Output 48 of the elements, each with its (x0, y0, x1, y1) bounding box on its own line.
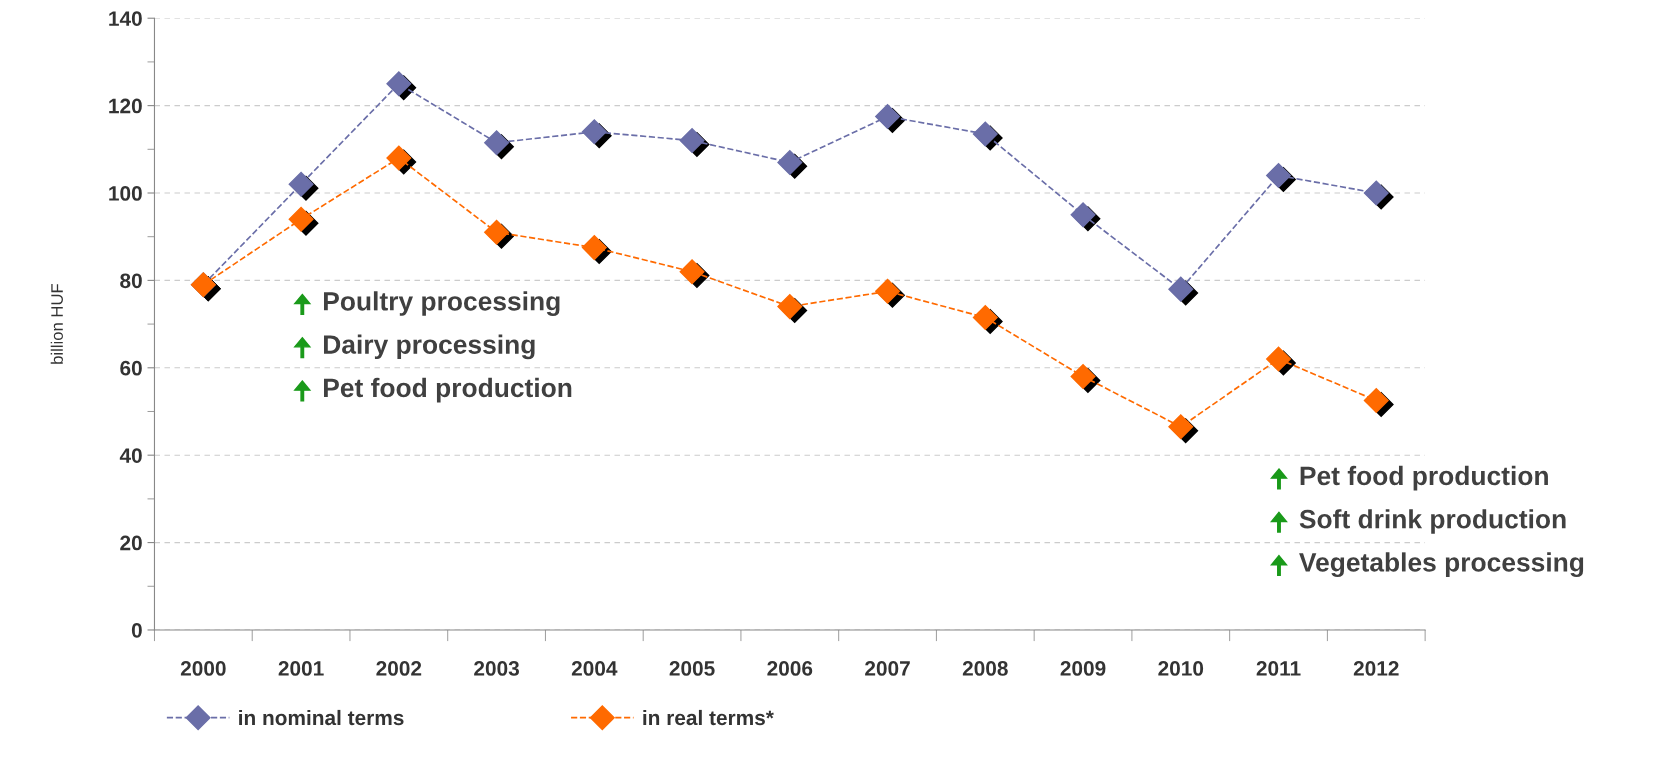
x-tick-label: 2010 (1158, 661, 1204, 676)
legend-label: in real terms* (643, 709, 774, 726)
point (1168, 276, 1194, 302)
y-tick-label: 100 (109, 186, 142, 201)
point (386, 71, 412, 97)
y-tick-label: 120 (109, 98, 142, 114)
x-tick-label: 2011 (1256, 661, 1301, 676)
x-tick-label: 2008 (962, 661, 1008, 676)
point (1363, 388, 1389, 414)
x-tick-label: 2006 (767, 661, 813, 676)
annotation: Dairy processing (324, 334, 535, 360)
point (777, 294, 803, 320)
point (1070, 364, 1096, 390)
point (288, 171, 314, 197)
point (972, 305, 998, 331)
point (581, 235, 607, 261)
y-tick-label: 140 (109, 11, 142, 26)
x-tick-label: 2000 (180, 661, 226, 676)
point (679, 128, 705, 154)
x-tick-label: 2004 (571, 661, 618, 676)
point (972, 121, 998, 147)
y-tick-label: 80 (120, 273, 142, 289)
legend-label: in nominal terms (239, 709, 404, 726)
y-tick-label: 20 (120, 535, 142, 551)
point (679, 259, 705, 285)
x-tick-label: 2007 (865, 661, 910, 676)
y-tick-label: 40 (119, 448, 142, 463)
y-tick-label: 60 (120, 360, 142, 376)
annotation: Poultry processing (324, 291, 560, 316)
point (288, 206, 314, 232)
annotation: Pet food production (324, 377, 572, 403)
point (1070, 202, 1096, 228)
y-tick-label: 0 (131, 622, 142, 638)
annotation: Pet food production (1300, 465, 1548, 491)
point (1168, 414, 1194, 440)
x-tick-label: 2009 (1060, 661, 1106, 676)
annotation: Soft drink production (1299, 509, 1566, 534)
x-tick-label: 2003 (474, 661, 519, 676)
y-axis-title: billion HUF (50, 284, 63, 364)
x-tick-label: 2005 (669, 661, 715, 676)
x-tick-label: 2002 (376, 661, 422, 676)
point (777, 149, 803, 175)
x-tick-label: 2012 (1353, 661, 1399, 676)
point (386, 145, 412, 171)
point (1363, 180, 1389, 206)
point (581, 119, 607, 145)
annotation: Vegetables processing (1299, 552, 1584, 578)
x-tick-label: 2001 (278, 661, 324, 676)
